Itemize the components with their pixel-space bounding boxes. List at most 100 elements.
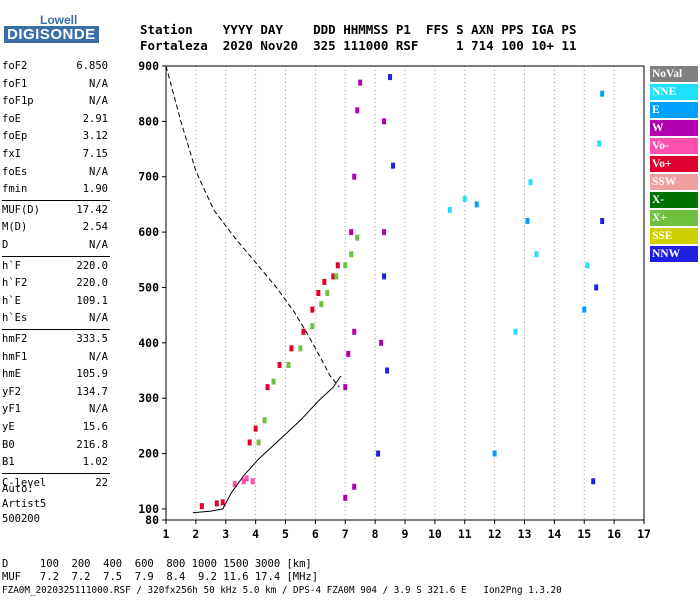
echo-point	[271, 378, 276, 385]
param-row: yF2 134.7	[2, 384, 108, 402]
polarization-legend: NoVal NNE E W Vo- Vo+ SSW X- X+ SSE NNW	[650, 66, 698, 264]
param-separator	[2, 255, 110, 257]
x-tick-label: 8	[372, 527, 379, 541]
header-row-2: Fortaleza 2020 Nov20 325 111000 RSF 1 71…	[140, 38, 577, 53]
header-row-1: Station YYYY DAY DDD HHMMSS P1 FFS S AXN…	[140, 22, 577, 37]
echo-point	[352, 328, 357, 335]
echo-point	[277, 361, 282, 368]
param-label: C-level	[2, 476, 47, 489]
param-value: 220.0	[76, 277, 108, 290]
echo-point	[322, 278, 327, 285]
echo-point	[349, 251, 354, 258]
echo-point	[343, 262, 348, 269]
footer-file-info: FZA0M_2020325111000.RSF / 320fx256h 50 k…	[2, 585, 562, 596]
echo-point	[325, 290, 330, 296]
param-value: N/A	[89, 403, 108, 416]
legend-entry: Vo+	[650, 156, 698, 172]
param-row: yF1 N/A	[2, 401, 108, 419]
echo-point	[319, 301, 324, 308]
echo-point	[376, 450, 381, 457]
echo-point	[382, 118, 387, 125]
param-value: N/A	[89, 165, 108, 178]
param-label: yF2	[2, 385, 21, 398]
legend-entry: X-	[650, 192, 698, 208]
param-row: hmF1 N/A	[2, 349, 108, 367]
y-tick-label: 80	[145, 513, 159, 527]
echo-point	[247, 439, 252, 446]
legend-entry: W	[650, 120, 698, 136]
auto-program: Artist5	[2, 498, 47, 510]
echo-point	[534, 251, 539, 258]
echo-point	[346, 350, 351, 357]
echo-point	[244, 475, 249, 482]
param-label: h`F	[2, 259, 21, 272]
echo-point	[382, 229, 387, 236]
echo-point	[391, 162, 396, 169]
param-row: MUF(D) 17.42	[2, 202, 108, 220]
density-profile-curve	[165, 65, 340, 388]
echo-point	[513, 328, 518, 335]
x-tick-label: 14	[547, 527, 561, 541]
echo-point	[379, 339, 384, 346]
logo-lowell: Lowell	[40, 13, 78, 27]
param-row: h`Es N/A	[2, 310, 108, 328]
param-value: 1.90	[82, 183, 108, 196]
param-value: 216.8	[76, 438, 108, 451]
y-tick-label: 900	[138, 59, 159, 73]
echo-point	[265, 384, 270, 391]
legend-entry: SSW	[650, 174, 698, 190]
x-tick-label: 15	[577, 527, 591, 541]
echo-point	[597, 140, 602, 147]
param-label: foF2	[2, 60, 28, 72]
param-row: B1 1.02	[2, 454, 108, 472]
x-tick-label: 6	[312, 527, 319, 541]
echo-point	[289, 345, 294, 352]
x-tick-label: 17	[637, 527, 651, 541]
param-row: foF2 6.850	[2, 58, 108, 76]
param-row: fxI 7.15	[2, 146, 108, 164]
y-tick-label: 100	[138, 502, 159, 516]
param-value: N/A	[89, 350, 108, 363]
param-value: 6.850	[76, 60, 108, 72]
echo-point	[352, 483, 357, 490]
echo-point	[600, 218, 605, 225]
x-tick-label: 9	[402, 527, 409, 541]
x-tick-label: 11	[458, 527, 472, 541]
param-separator	[2, 472, 110, 474]
echo-point	[301, 328, 306, 335]
echo-point	[582, 306, 587, 313]
x-tick-label: 3	[222, 527, 229, 541]
param-label: hmF2	[2, 333, 28, 345]
param-value: 15.6	[82, 421, 108, 433]
echo-point	[220, 499, 225, 506]
legend-entry: E	[650, 102, 698, 118]
param-label: hmF1	[2, 350, 28, 363]
auto-label: Auto:	[2, 483, 34, 495]
echo-point	[447, 206, 452, 213]
footer-muf-row: MUF 7.2 7.2 7.5 7.9 8.4 9.2 11.6 17.4 [M…	[2, 571, 319, 583]
param-value: 333.5	[76, 333, 108, 345]
param-value: 7.15	[82, 148, 108, 160]
y-tick-label: 700	[138, 170, 159, 184]
auto-version: 500200	[2, 513, 40, 525]
x-tick-label: 12	[488, 527, 502, 541]
x-tick-label: 16	[607, 527, 621, 541]
logo-digisonde: DIGISONDE	[4, 26, 99, 43]
x-tick-label: 1	[163, 527, 170, 541]
param-row: C-level 22	[2, 475, 108, 493]
echo-point	[388, 74, 393, 81]
x-tick-label: 10	[428, 527, 442, 541]
param-row: B0 216.8	[2, 437, 108, 455]
param-row: foF1p N/A	[2, 93, 108, 111]
param-row: foE 2.91	[2, 111, 108, 129]
echo-point	[310, 323, 315, 330]
param-separator	[2, 199, 110, 201]
param-value: 134.7	[76, 385, 108, 398]
param-label: MUF(D)	[2, 203, 40, 216]
param-label: yE	[2, 421, 15, 433]
echo-point	[298, 345, 303, 352]
y-tick-label: 300	[138, 391, 159, 405]
echo-point	[343, 384, 348, 391]
echo-point	[525, 218, 530, 225]
